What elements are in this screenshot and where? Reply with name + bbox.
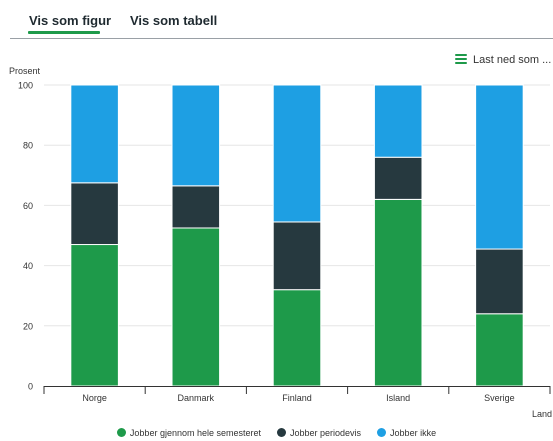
legend-label: Jobber gjennom hele semesteret (129, 428, 261, 438)
download-label: Last ned som ... (473, 54, 552, 66)
bar-segment (70, 84, 119, 184)
legend-label: Jobber periodevis (290, 428, 362, 438)
bar-segment (373, 198, 423, 387)
bar-segment (373, 156, 423, 200)
bar-segment (272, 221, 322, 291)
download-menu-button[interactable]: Last ned som ... (455, 54, 551, 70)
x-axis-label: Land (532, 409, 552, 419)
y-tick-label: 20 (23, 321, 33, 331)
tab-vis-som-tabell[interactable]: Vis som tabell (130, 13, 218, 28)
y-tick-label: 100 (18, 81, 33, 91)
bar-segment (70, 244, 119, 387)
legend-marker (277, 428, 286, 437)
y-axis-label: Prosent (9, 66, 41, 76)
bar-segment (475, 248, 524, 315)
stacked-bar-chart: 0 20 40 60 80 100 Prosent Norge Danmark Finland Is… (9, 66, 552, 419)
legend-marker (377, 428, 387, 437)
x-tick-label: Sverige (484, 393, 515, 403)
bar-segment (272, 289, 322, 387)
chart-legend: Jobber gjennom hele semesteret Jobber per… (0, 428, 553, 438)
bar-segment (475, 84, 524, 250)
y-tick-label: 0 (28, 382, 33, 392)
x-tick-label: Finland (282, 393, 312, 403)
x-tick-label: Norge (82, 393, 107, 403)
bar-segment (70, 182, 119, 246)
bar-segment (171, 185, 221, 229)
legend-item[interactable]: Jobber periodevis (277, 428, 361, 438)
tab-vis-som-figur[interactable]: Vis som figur (29, 13, 112, 28)
bar-segment (171, 227, 221, 387)
y-tick-label: 40 (23, 261, 33, 271)
legend-marker (116, 428, 126, 437)
hamburger-menu-icon (455, 54, 467, 64)
bar-segment (272, 84, 322, 223)
legend-label: Jobber ikke (390, 428, 437, 438)
x-tick-label: Island (386, 393, 410, 403)
bar-segment (171, 84, 221, 187)
active-tab-indicator (28, 31, 100, 34)
y-tick-label: 80 (23, 141, 33, 151)
x-tick-label: Danmark (178, 393, 215, 403)
y-tick-label: 60 (23, 201, 33, 211)
view-tabs: Vis som figur Vis som tabell (10, 0, 553, 39)
bar-segment (373, 84, 423, 158)
legend-item[interactable]: Jobber ikke (377, 428, 436, 438)
legend-item[interactable]: Jobber gjennom hele semesteret (116, 428, 261, 438)
bar-segment (475, 313, 524, 387)
